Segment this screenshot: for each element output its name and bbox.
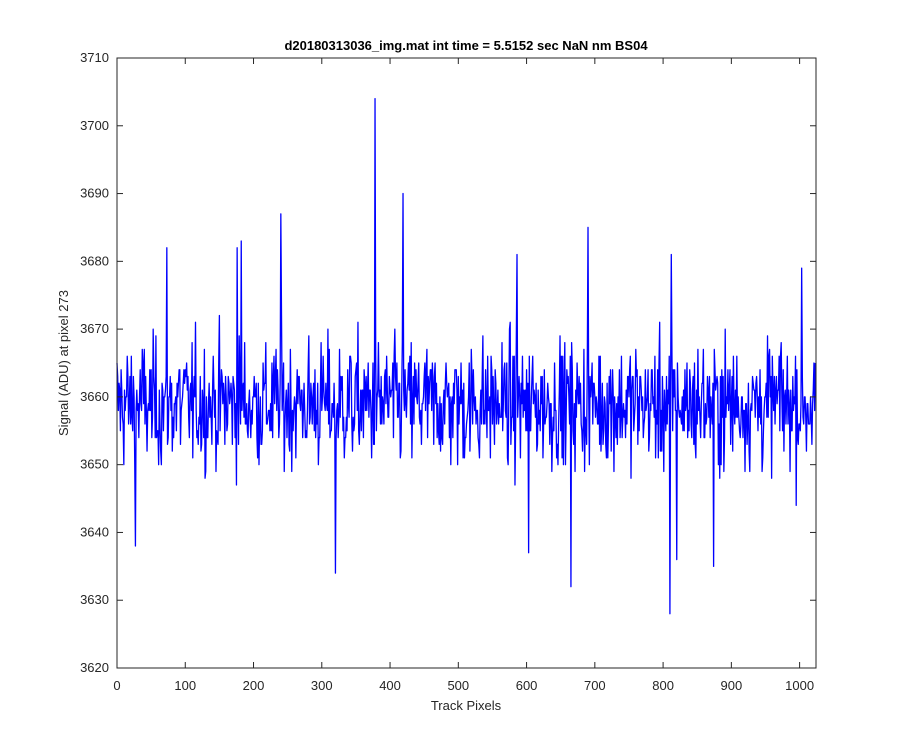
x-tick-label: 600 <box>516 678 538 693</box>
x-tick-label: 800 <box>652 678 674 693</box>
x-axis: 0 100 200 300 400 500 600 700 800 900 1000 <box>113 58 814 693</box>
x-tick-label: 500 <box>447 678 469 693</box>
x-tick-label: 0 <box>113 678 120 693</box>
y-axis-label: Signal (ADU) at pixel 273 <box>56 290 71 436</box>
x-tick-label: 300 <box>311 678 333 693</box>
x-tick-label: 700 <box>584 678 606 693</box>
y-tick-label: 3640 <box>80 524 109 539</box>
y-tick-label: 3670 <box>80 321 109 336</box>
y-tick-label: 3690 <box>80 186 109 201</box>
y-tick-label: 3620 <box>80 660 109 675</box>
x-tick-label: 900 <box>721 678 743 693</box>
y-tick-label: 3700 <box>80 118 109 133</box>
chart-title: d20180313036_img.mat int time = 5.5152 s… <box>284 38 648 53</box>
y-tick-label: 3660 <box>80 389 109 404</box>
series-line <box>116 98 816 615</box>
x-axis-label: Track Pixels <box>431 698 502 713</box>
y-tick-label: 3650 <box>80 457 109 472</box>
y-tick-label: 3710 <box>80 50 109 65</box>
plot-area <box>117 58 816 668</box>
x-tick-label: 1000 <box>785 678 814 693</box>
y-axis: 3620 3630 3640 3650 3660 3670 3680 3690 3700 3710 <box>80 50 816 675</box>
x-tick-label: 100 <box>174 678 196 693</box>
y-tick-label: 3680 <box>80 253 109 268</box>
x-tick-label: 400 <box>379 678 401 693</box>
x-tick-label: 200 <box>243 678 265 693</box>
y-tick-label: 3630 <box>80 592 109 607</box>
plot-frame <box>116 57 817 669</box>
